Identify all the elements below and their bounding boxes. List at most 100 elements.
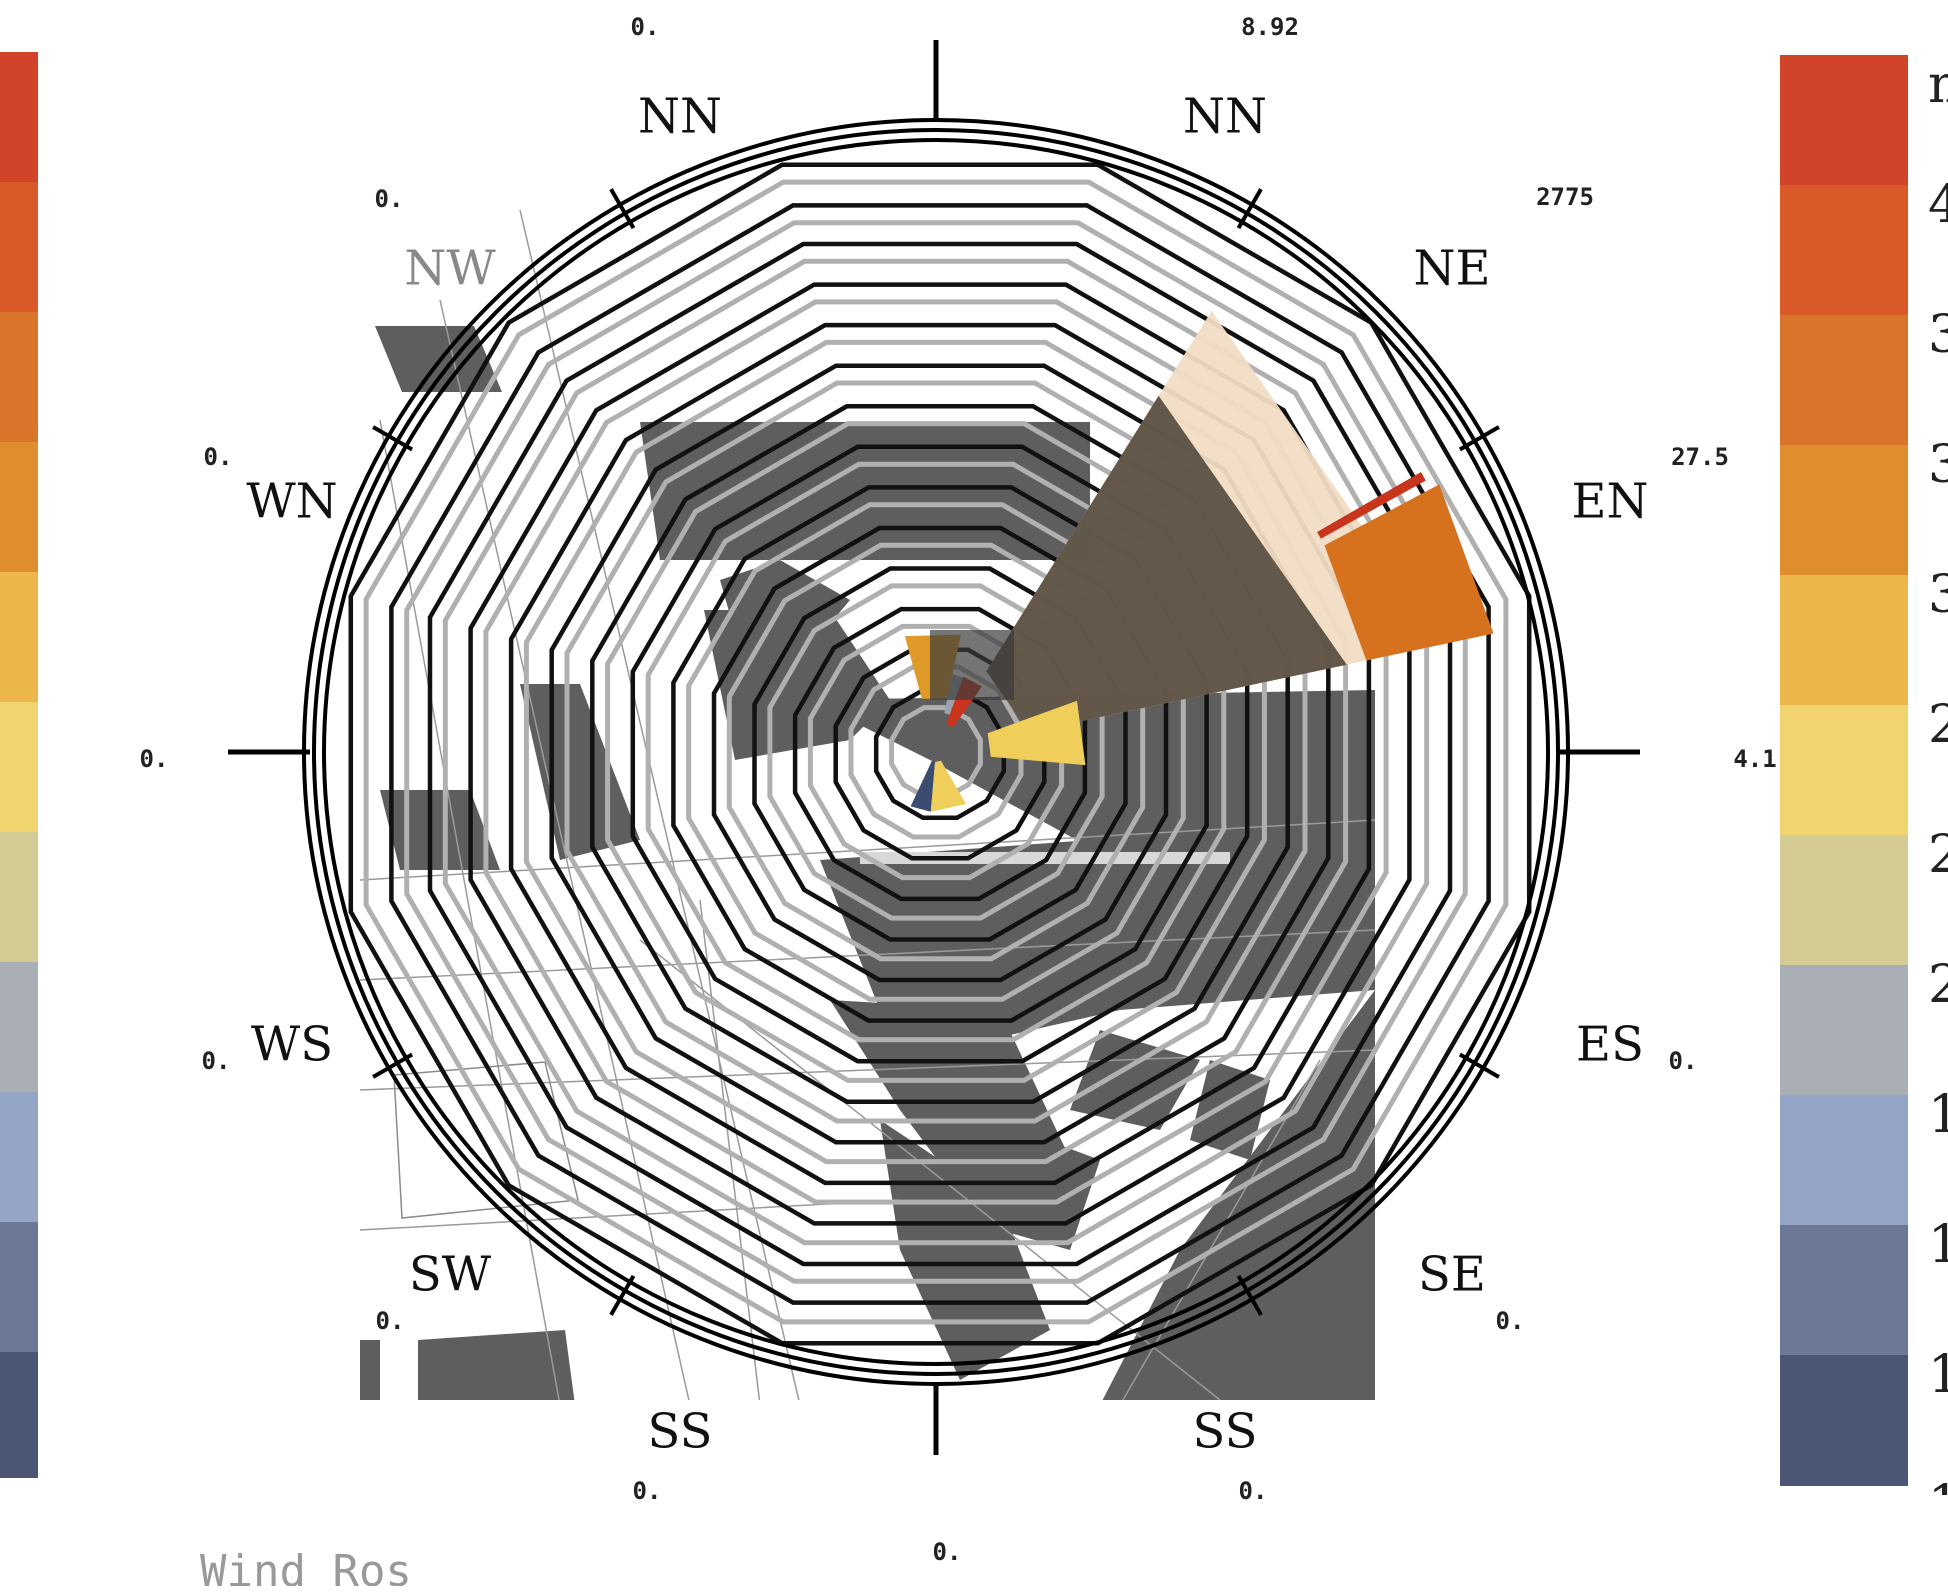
ring-value-origin: 0.	[933, 1538, 962, 1566]
legend-left-swatch-1	[0, 182, 38, 313]
building-block-14	[360, 1340, 380, 1400]
legend-left-swatch-9	[0, 1222, 38, 1353]
direction-label-5: SS	[1193, 1404, 1258, 1460]
dir-tick-4	[1458, 1052, 1500, 1079]
road-line-8	[360, 1049, 1376, 1091]
petal-se-yellow	[930, 760, 966, 812]
building-block-6	[820, 840, 1375, 1060]
petal-s-navy	[910, 761, 936, 812]
legend-right-label-0: m	[1928, 55, 1948, 115]
road-line-10	[360, 1199, 901, 1231]
direction-label-11: NN	[638, 89, 722, 145]
ring-value-11: 0.	[204, 443, 233, 471]
legend-right-swatch-4	[1780, 575, 1908, 706]
left-color-legend	[0, 52, 40, 1478]
direction-label-6: SS	[648, 1404, 713, 1460]
ring-value-13: 0.	[375, 185, 404, 213]
legend-right-label-4: 3	[1928, 565, 1948, 625]
legend-right-swatch-8	[1780, 1095, 1908, 1226]
legend-right-swatch-2	[1780, 315, 1908, 446]
direction-label-10: NW	[404, 241, 496, 297]
chart-title: Wind Ros	[200, 1546, 412, 1586]
petal-en-outer	[1324, 484, 1494, 661]
legend-right-label-1: 4	[1928, 175, 1948, 235]
petal-ne-shadow	[986, 395, 1347, 733]
right-color-legend: m 4 3 3 3 2 2 2 1 1 1 1	[1780, 55, 1948, 1495]
building-block-7	[380, 790, 500, 870]
outer-circle-0	[322, 138, 1550, 1366]
legend-right-swatch-1	[1780, 185, 1908, 316]
legend-right-swatch-0	[1780, 55, 1908, 186]
ring-value-1: 8.92	[1241, 13, 1299, 41]
ring-value-5: 0.	[1669, 1047, 1698, 1075]
ring-value-8: 0.	[633, 1477, 662, 1505]
legend-left-swatch-5	[0, 702, 38, 833]
ring-value-3: 27.5	[1671, 443, 1729, 471]
building-block-10	[1070, 1030, 1200, 1130]
ring-value-7: 0.	[1239, 1477, 1268, 1505]
grid-ring-light-13	[363, 179, 1509, 1325]
direction-label-8: WS	[251, 1017, 333, 1073]
ring-value-6: 0.	[1496, 1307, 1525, 1335]
legend-right-label-10: 1	[1928, 1345, 1948, 1405]
direction-label-4: SE	[1418, 1247, 1486, 1303]
petal-center-dark	[930, 630, 1014, 700]
legend-left-swatch-3	[0, 442, 38, 573]
legend-right-swatch-7	[1780, 965, 1908, 1096]
legend-right-swatch-10	[1780, 1355, 1908, 1486]
legend-right-label-5: 2	[1928, 695, 1948, 755]
legend-right-label-2: 3	[1928, 305, 1948, 365]
legend-right-label-9: 1	[1928, 1215, 1948, 1275]
legend-right-label-7: 2	[1928, 955, 1948, 1015]
direction-label-9: WN	[246, 474, 337, 530]
wind-petals	[904, 311, 1494, 812]
parcel-outline	[393, 1061, 579, 1219]
building-block-4	[720, 560, 850, 660]
legend-right-swatch-3	[1780, 445, 1908, 576]
direction-label-0: NN	[1183, 89, 1267, 145]
direction-label-1: NE	[1413, 241, 1490, 297]
legend-left-swatch-2	[0, 312, 38, 443]
legend-right-label-3: 3	[1928, 435, 1948, 495]
legend-left-swatch-10	[0, 1352, 38, 1478]
building-block-5	[810, 690, 1375, 880]
ring-value-4: 4.1	[1733, 745, 1776, 773]
dir-tick-10	[372, 425, 414, 452]
grid-ring-dark-12	[389, 203, 1491, 1305]
ring-value-0: 0.	[631, 13, 660, 41]
ring-value-12: 0.	[140, 745, 169, 773]
outer-circle-1	[312, 128, 1560, 1376]
legend-right-label-8: 1	[1928, 1085, 1948, 1145]
dir-tick-11	[609, 188, 636, 230]
legend-right-swatch-9	[1780, 1225, 1908, 1356]
direction-label-2: EN	[1571, 474, 1648, 530]
legend-right-label-6: 2	[1928, 825, 1948, 885]
road-line-0	[379, 419, 560, 1400]
dir-tick-8	[372, 1052, 414, 1079]
ring-value-10: 0.	[376, 1307, 405, 1335]
legend-right-swatch-5	[1780, 705, 1908, 836]
direction-labels: NN NE EN ES SE SS SS SW WS WN NW NN 0. 8.92 2775 27.5 4.…	[140, 13, 1777, 1566]
site-map-underlay	[360, 209, 1376, 1400]
legend-left-swatch-7	[0, 962, 38, 1093]
dir-tick-1	[1236, 188, 1263, 230]
legend-right-swatch-6	[1780, 835, 1908, 966]
dir-tick-5	[1236, 1274, 1263, 1316]
building-block-3	[520, 684, 640, 860]
ring-value-9: 0.	[202, 1047, 231, 1075]
caption-clip: Wind Ros	[200, 1546, 540, 1586]
petal-en-red	[1317, 472, 1426, 539]
ring-value-2: 2775	[1536, 183, 1594, 211]
legend-left-swatch-0	[0, 52, 38, 183]
polar-axes	[228, 40, 1640, 1455]
building-block-13	[418, 1330, 575, 1400]
direction-label-3: ES	[1576, 1017, 1644, 1073]
legend-left-swatch-6	[0, 832, 38, 963]
dir-tick-7	[609, 1274, 636, 1316]
petal-e-yellow	[987, 700, 1086, 766]
legend-left-swatch-8	[0, 1092, 38, 1223]
direction-label-7: SW	[409, 1247, 492, 1303]
legend-left-swatch-4	[0, 572, 38, 703]
